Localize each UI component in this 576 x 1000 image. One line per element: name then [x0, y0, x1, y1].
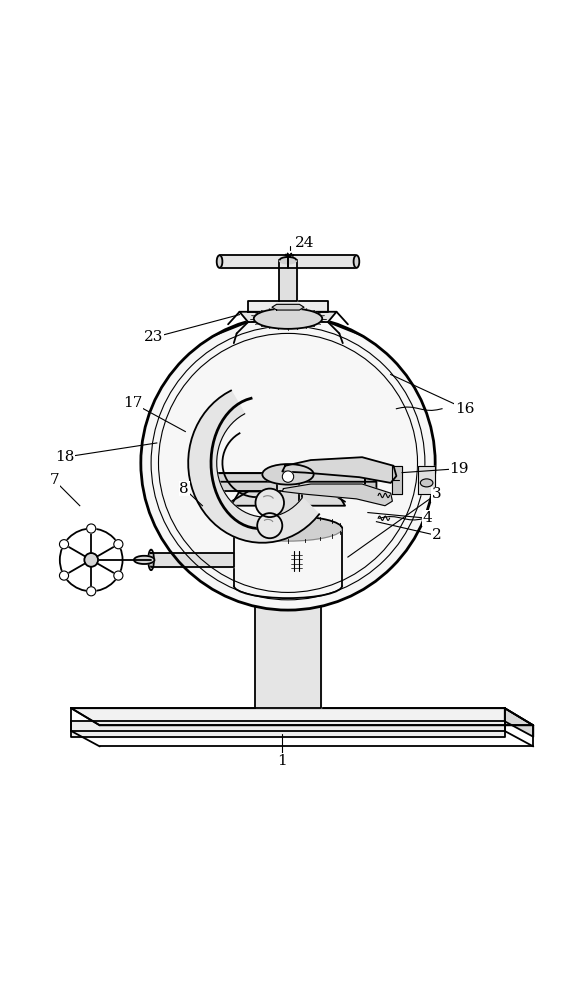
Polygon shape: [211, 473, 365, 491]
Text: 2: 2: [431, 528, 441, 542]
Circle shape: [86, 524, 96, 533]
Text: 18: 18: [55, 450, 74, 464]
Polygon shape: [282, 484, 392, 506]
Ellipse shape: [134, 556, 154, 564]
Polygon shape: [188, 391, 319, 543]
Polygon shape: [240, 312, 336, 322]
Text: 3: 3: [431, 487, 441, 501]
Circle shape: [257, 513, 282, 538]
Polygon shape: [274, 491, 302, 529]
Text: 24: 24: [295, 236, 315, 250]
Text: 16: 16: [455, 402, 475, 416]
Polygon shape: [234, 529, 342, 586]
Circle shape: [114, 571, 123, 580]
Ellipse shape: [255, 579, 321, 592]
Circle shape: [256, 489, 284, 517]
Polygon shape: [199, 473, 377, 482]
Ellipse shape: [148, 555, 154, 565]
Polygon shape: [71, 708, 533, 725]
Text: 23: 23: [144, 330, 164, 344]
Polygon shape: [365, 473, 377, 500]
Text: 1: 1: [278, 754, 287, 768]
Polygon shape: [219, 255, 288, 268]
Polygon shape: [71, 721, 505, 737]
Text: 8: 8: [179, 482, 189, 496]
Ellipse shape: [254, 308, 322, 329]
Ellipse shape: [279, 257, 297, 264]
Text: 7: 7: [50, 473, 59, 487]
Polygon shape: [248, 301, 328, 312]
Polygon shape: [288, 255, 357, 268]
Circle shape: [282, 471, 294, 482]
Circle shape: [59, 540, 69, 549]
Polygon shape: [279, 260, 297, 301]
Text: 17: 17: [123, 396, 142, 410]
Polygon shape: [276, 473, 300, 511]
Polygon shape: [392, 466, 402, 494]
Ellipse shape: [354, 255, 359, 268]
Polygon shape: [151, 553, 234, 567]
Text: 19: 19: [449, 462, 469, 476]
Polygon shape: [505, 708, 533, 737]
Circle shape: [59, 571, 69, 580]
Ellipse shape: [217, 255, 222, 268]
Text: 4: 4: [423, 511, 433, 525]
Polygon shape: [282, 457, 396, 483]
Ellipse shape: [262, 464, 314, 485]
Ellipse shape: [234, 516, 342, 541]
Ellipse shape: [420, 479, 433, 487]
Circle shape: [84, 553, 98, 567]
Circle shape: [114, 540, 123, 549]
Polygon shape: [272, 304, 304, 310]
Ellipse shape: [141, 316, 435, 610]
Polygon shape: [255, 586, 321, 708]
Circle shape: [86, 587, 96, 596]
Polygon shape: [418, 466, 435, 494]
Polygon shape: [231, 491, 345, 506]
